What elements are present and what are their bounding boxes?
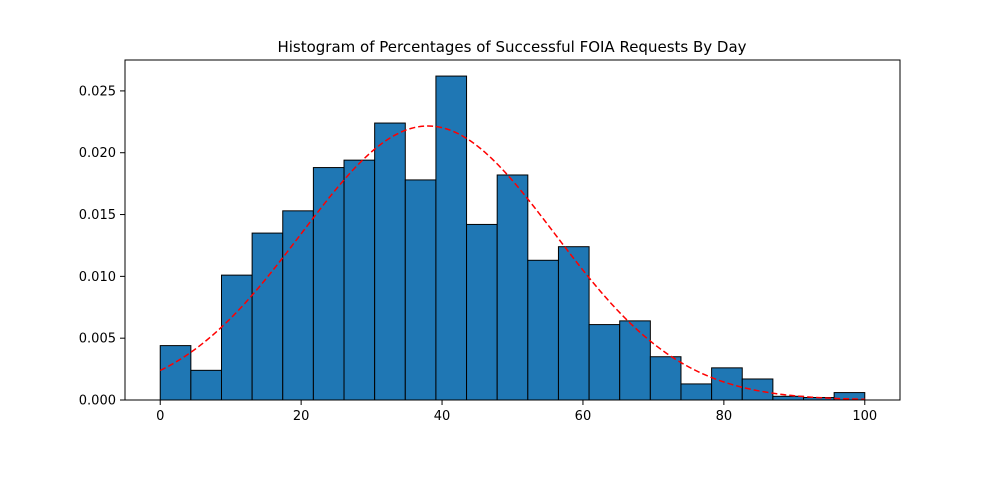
histogram-bar xyxy=(680,383,713,401)
x-tick-label: 20 xyxy=(293,409,310,424)
histogram-bar xyxy=(649,356,682,401)
histogram-bar xyxy=(404,179,437,401)
histogram-bar xyxy=(557,246,590,401)
histogram-bar xyxy=(711,367,743,401)
fit-curve-line xyxy=(159,125,865,401)
histogram-bar xyxy=(619,320,651,401)
y-tick-label: 0.015 xyxy=(79,208,116,223)
x-tick-label: 0 xyxy=(156,409,164,424)
histogram-bar xyxy=(251,232,284,401)
fit-curve-layer xyxy=(159,125,865,401)
histogram-bar xyxy=(466,223,498,401)
x-axis-ticks: 0 20 40 60 80 100 xyxy=(156,400,877,424)
histogram-bar xyxy=(435,75,468,401)
histogram-bar xyxy=(496,174,529,401)
histogram-bar xyxy=(312,167,345,401)
histogram-bar xyxy=(741,378,774,401)
histogram-bar xyxy=(343,159,376,401)
histogram-bars xyxy=(159,75,866,401)
x-tick-label: 60 xyxy=(575,409,592,424)
histogram-bar xyxy=(190,369,222,401)
x-tick-label: 80 xyxy=(716,409,733,424)
y-axis-ticks: 0.000 0.005 0.010 0.015 0.020 0.025 xyxy=(79,84,125,409)
axes-frame xyxy=(124,59,901,401)
chart-title: Histogram of Percentages of Successful F… xyxy=(277,38,746,56)
y-tick-label: 0.020 xyxy=(79,146,116,161)
histogram-bar xyxy=(588,324,621,401)
histogram-bar xyxy=(374,122,406,401)
histogram-bar xyxy=(220,274,253,401)
histogram-bar xyxy=(282,210,314,401)
y-tick-label: 0.010 xyxy=(79,270,116,285)
y-tick-label: 0.005 xyxy=(79,332,116,347)
histogram-bar xyxy=(159,345,192,401)
y-tick-label: 0.025 xyxy=(79,84,116,99)
y-tick-label: 0.000 xyxy=(79,394,116,409)
x-tick-label: 100 xyxy=(852,409,877,424)
x-tick-label: 40 xyxy=(434,409,451,424)
histogram-bar xyxy=(527,259,559,401)
